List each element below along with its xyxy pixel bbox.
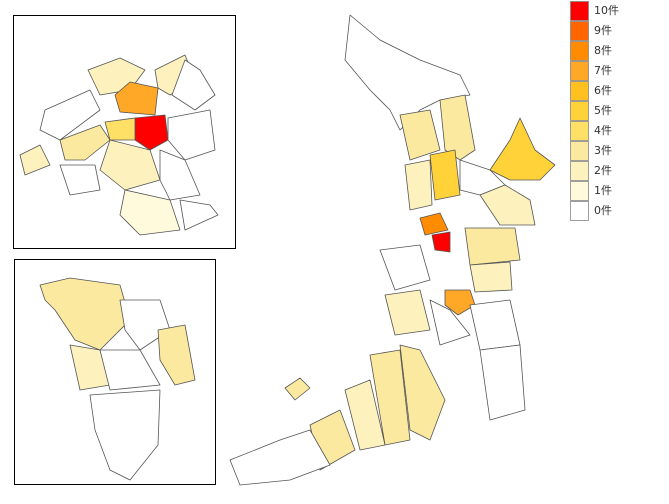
legend-swatch — [570, 201, 589, 221]
legend-swatch — [570, 21, 589, 41]
legend-label: 7件 — [594, 64, 612, 77]
inset-city — [19, 54, 219, 236]
legend-swatch — [570, 161, 589, 181]
inset-frame — [13, 15, 236, 249]
legend-swatch — [570, 41, 589, 61]
legend-label: 0件 — [594, 204, 612, 217]
legend-label: 10件 — [594, 4, 619, 17]
legend-swatch — [570, 121, 589, 141]
legend-label: 6件 — [594, 84, 612, 97]
legend-label: 5件 — [594, 104, 612, 117]
legend-label: 9件 — [594, 24, 612, 37]
legend-label: 3件 — [594, 144, 612, 157]
legend-label: 2件 — [594, 164, 612, 177]
prefecture-map — [229, 14, 556, 486]
legend-swatch — [570, 101, 589, 121]
legend-label: 1件 — [594, 184, 612, 197]
inset-frame — [14, 259, 216, 485]
legend-swatch — [570, 141, 589, 161]
legend-swatch — [570, 81, 589, 101]
inset-sakai — [39, 277, 196, 481]
legend-label: 4件 — [594, 124, 612, 137]
legend-label: 8件 — [594, 44, 612, 57]
legend-swatch — [570, 1, 589, 21]
legend-swatch — [570, 181, 589, 201]
legend-swatch — [570, 61, 589, 81]
